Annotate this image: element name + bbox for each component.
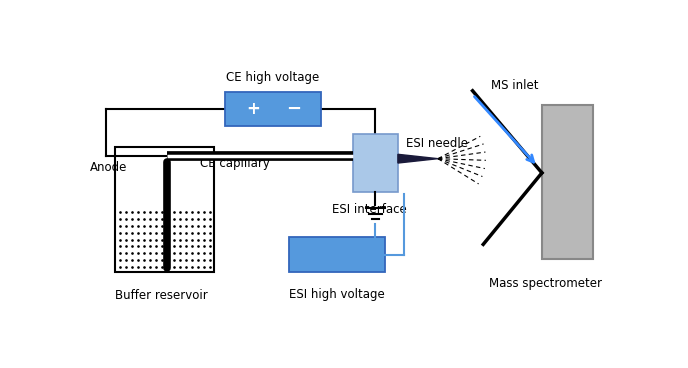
Text: CE high voltage: CE high voltage <box>226 71 319 84</box>
Text: ESI needle: ESI needle <box>406 137 468 150</box>
Text: MS inlet: MS inlet <box>491 79 539 92</box>
Text: ESI interface: ESI interface <box>332 203 407 216</box>
FancyBboxPatch shape <box>116 148 214 272</box>
Text: CE capillary: CE capillary <box>200 157 270 170</box>
FancyBboxPatch shape <box>353 134 398 192</box>
Text: +: + <box>246 100 260 118</box>
Text: Mass spectrometer: Mass spectrometer <box>488 277 601 290</box>
FancyBboxPatch shape <box>225 92 321 126</box>
FancyBboxPatch shape <box>289 237 385 272</box>
Text: Anode: Anode <box>90 161 128 174</box>
Polygon shape <box>398 154 438 163</box>
Text: ESI high voltage: ESI high voltage <box>289 288 385 301</box>
FancyBboxPatch shape <box>542 105 592 259</box>
Text: Buffer reservoir: Buffer reservoir <box>116 289 208 302</box>
Text: −: − <box>286 100 301 118</box>
